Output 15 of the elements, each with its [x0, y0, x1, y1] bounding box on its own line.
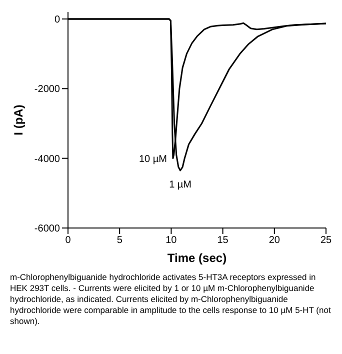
x-tick-label: 25: [320, 235, 332, 246]
annotation: 1 µM: [169, 180, 192, 191]
text: m-Chlorophenylbiguanide hydrochloride activates 5-HT3A receptors expressed in HEK 293T cells. - Currents were elicited by 1 or 10 µM m-Chlorophenylbiguanide hydrochloride, as indicated. Currents elicited by m-Chlorophenylbiguanide hydrochloride were comparable in amplitude to the cells response to 10 µM 5-HT (not shown).: [9, 272, 332, 327]
x-axis-title: Time (sec): [167, 251, 227, 265]
y-tick-label: -4000: [34, 154, 60, 165]
x-tick-label: 20: [268, 235, 280, 246]
annotation: 10 µM: [138, 154, 167, 165]
x-tick-label: 10: [166, 235, 178, 246]
y-tick-label: 0: [54, 14, 60, 26]
x-tick-label: 15: [217, 235, 229, 246]
x-tick-label: 5: [116, 235, 123, 246]
x-tick-label: 0: [65, 235, 72, 246]
y-tick-label: -2000: [34, 84, 60, 96]
y-axis-title: I (pA): [11, 104, 26, 136]
y-tick-label: -6000: [34, 224, 60, 235]
